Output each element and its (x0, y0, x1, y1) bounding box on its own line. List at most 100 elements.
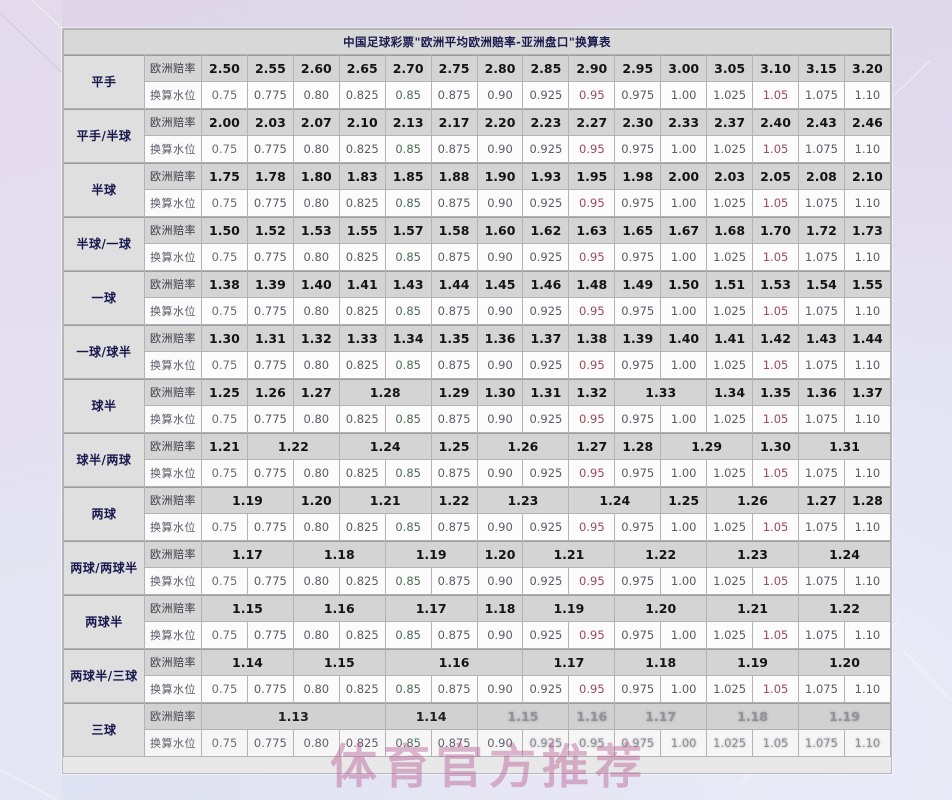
water-level-cell: 1.10 (844, 298, 890, 324)
odds-cell: 1.23 (477, 487, 569, 513)
odds-cell: 1.15 (477, 703, 569, 729)
odds-cell: 1.44 (431, 271, 477, 297)
water-level-cell: 0.75 (202, 514, 247, 540)
odds-cell: 1.49 (615, 271, 661, 297)
water-level-cell: 0.80 (293, 352, 339, 378)
water-level-cell: 1.025 (707, 298, 753, 324)
odds-cell: 1.78 (247, 163, 293, 189)
handicap-label: 一球/球半 (64, 325, 144, 378)
water-level-cell: 0.775 (247, 622, 293, 648)
water-level-cell: 0.90 (477, 622, 523, 648)
water-level-cell: 1.05 (753, 298, 798, 324)
odds-cell: 1.43 (385, 271, 431, 297)
odds-cell: 1.37 (844, 379, 890, 405)
odds-cell: 1.25 (202, 379, 247, 405)
table-row: 半球 欧洲赔率 1.75 1.78 1.80 1.83 1.85 1.88 1.90 1.93 1.… (64, 163, 890, 216)
table-row: 一球 欧洲赔率 1.38 1.39 1.40 1.41 1.43 1.44 1.45 1.46 1.… (64, 271, 890, 324)
handicap-label: 两球半/三球 (64, 649, 144, 702)
odds-cell: 1.17 (615, 703, 707, 729)
odds-cell: 2.90 (569, 55, 615, 81)
handicap-label: 半球/一球 (64, 217, 144, 270)
odds-cell: 1.55 (844, 271, 890, 297)
odds-cell: 1.27 (293, 379, 339, 405)
odds-cell: 1.34 (385, 325, 431, 351)
water-level-cell: 0.90 (477, 514, 523, 540)
water-level-cell: 1.075 (798, 460, 844, 486)
row-label-european-odds: 欧洲赔率 (145, 595, 201, 621)
water-level-cell: 0.925 (523, 352, 569, 378)
handicap-label: 平手/半球 (64, 109, 144, 162)
row-label-european-odds: 欧洲赔率 (145, 487, 201, 513)
water-level-cell: 0.825 (339, 622, 385, 648)
table-body: 平手 欧洲赔率 2.50 2.55 2.60 2.65 2.70 2.75 2.80 2.85 2.… (64, 55, 890, 756)
table-row: 换算水位 0.75 0.775 0.80 0.825 0.85 0.875 0.90 0.925… (64, 136, 890, 162)
table-row: 换算水位 0.75 0.775 0.80 0.825 0.85 0.875 0.90 0.925… (64, 190, 890, 216)
water-level-cell: 0.95 (569, 730, 615, 756)
row-label-water-level: 换算水位 (145, 460, 201, 486)
odds-cell: 1.88 (431, 163, 477, 189)
odds-cell: 1.15 (202, 595, 293, 621)
odds-cell: 1.24 (569, 487, 661, 513)
odds-cell: 1.83 (339, 163, 385, 189)
water-level-cell: 1.05 (753, 676, 798, 702)
water-level-cell: 0.80 (293, 622, 339, 648)
water-level-cell: 1.00 (661, 730, 707, 756)
water-level-cell: 0.80 (293, 514, 339, 540)
water-level-cell: 0.775 (247, 352, 293, 378)
odds-cell: 1.15 (293, 649, 385, 675)
table-row: 换算水位 0.75 0.775 0.80 0.825 0.85 0.875 0.90 0.925… (64, 676, 890, 702)
odds-cell: 1.32 (293, 325, 339, 351)
water-level-cell: 0.925 (523, 730, 569, 756)
water-level-cell: 0.95 (569, 136, 615, 162)
water-level-cell: 0.95 (569, 460, 615, 486)
water-level-cell: 0.85 (385, 406, 431, 432)
odds-cell: 3.20 (844, 55, 890, 81)
water-level-cell: 1.05 (753, 730, 798, 756)
odds-cell: 1.42 (753, 325, 798, 351)
water-level-cell: 0.825 (339, 730, 385, 756)
table-title: 中国足球彩票"欧洲平均欧洲赔率-亚洲盘口"换算表 (64, 30, 890, 54)
water-level-cell: 0.925 (523, 514, 569, 540)
table-row: 两球 欧洲赔率 1.19 1.20 1.21 1.22 1.23 1.24 1.25 1.26 1.… (64, 487, 890, 540)
water-level-cell: 0.85 (385, 460, 431, 486)
table-row: 两球/两球半 欧洲赔率 1.17 1.18 1.19 1.20 1.21 1.22 1.23 1.… (64, 541, 890, 594)
water-level-cell: 0.825 (339, 136, 385, 162)
odds-cell: 1.31 (247, 325, 293, 351)
water-level-cell: 0.975 (615, 730, 661, 756)
row-label-european-odds: 欧洲赔率 (145, 649, 201, 675)
odds-cell: 1.68 (707, 217, 753, 243)
row-label-water-level: 换算水位 (145, 82, 201, 108)
water-level-cell: 1.00 (661, 460, 707, 486)
water-level-cell: 0.975 (615, 406, 661, 432)
odds-cell: 1.46 (523, 271, 569, 297)
odds-cell: 1.28 (615, 433, 661, 459)
odds-cell: 2.10 (844, 163, 890, 189)
table-row: 平手/半球 欧洲赔率 2.00 2.03 2.07 2.10 2.13 2.17 2.20 2.2… (64, 109, 890, 162)
water-level-cell: 0.825 (339, 190, 385, 216)
table-row: 换算水位 0.75 0.775 0.80 0.825 0.85 0.875 0.90 0.925… (64, 406, 890, 432)
water-level-cell: 1.025 (707, 136, 753, 162)
odds-cell: 1.20 (477, 541, 523, 567)
odds-cell: 2.08 (798, 163, 844, 189)
water-level-cell: 1.10 (844, 136, 890, 162)
water-level-cell: 1.05 (753, 352, 798, 378)
water-level-cell: 1.075 (798, 82, 844, 108)
odds-cell: 1.17 (385, 595, 477, 621)
water-level-cell: 1.05 (753, 568, 798, 594)
odds-cell: 1.58 (431, 217, 477, 243)
water-level-cell: 0.975 (615, 190, 661, 216)
handicap-label: 两球 (64, 487, 144, 540)
odds-cell: 1.22 (247, 433, 339, 459)
water-level-cell: 1.075 (798, 298, 844, 324)
water-level-cell: 0.80 (293, 568, 339, 594)
odds-cell: 1.53 (293, 217, 339, 243)
water-level-cell: 1.10 (844, 622, 890, 648)
water-level-cell: 0.875 (431, 82, 477, 108)
water-level-cell: 1.00 (661, 676, 707, 702)
odds-cell: 1.72 (798, 217, 844, 243)
odds-cell: 1.53 (753, 271, 798, 297)
water-level-cell: 0.90 (477, 82, 523, 108)
odds-cell: 1.50 (202, 217, 247, 243)
water-level-cell: 0.825 (339, 352, 385, 378)
row-label-water-level: 换算水位 (145, 676, 201, 702)
